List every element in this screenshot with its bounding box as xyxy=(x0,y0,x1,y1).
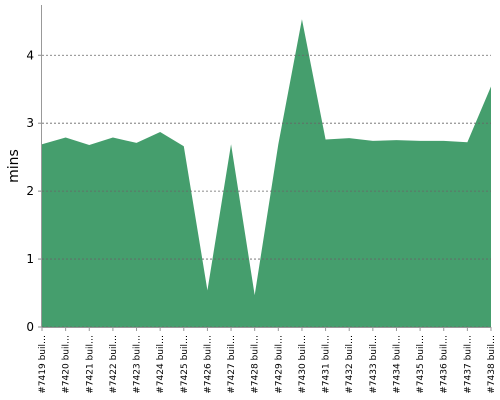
x-tick-label: #7429 buil… xyxy=(274,335,284,394)
y-tick-label: 3 xyxy=(26,116,34,130)
x-tick-label: #7435 buil… xyxy=(416,335,426,394)
area xyxy=(42,19,491,328)
x-tick-label: #7425 buil… xyxy=(180,335,190,394)
x-tick-label: #7428 buil… xyxy=(251,335,261,394)
x-tick-label: #7419 buil… xyxy=(38,335,48,394)
x-tick-label: #7426 buil… xyxy=(203,335,213,394)
x-tick-label: #7433 buil… xyxy=(369,335,379,394)
x-tick-label: #7427 buil… xyxy=(227,335,237,394)
x-tick-label: #7437 buil… xyxy=(463,335,473,394)
y-tick-label: 4 xyxy=(26,48,34,62)
y-tick-label: 0 xyxy=(26,320,34,334)
x-tick-label: #7430 buil… xyxy=(298,335,308,394)
x-tick-label: #7420 buil… xyxy=(62,335,72,394)
x-tick-label: #7421 buil… xyxy=(85,335,95,394)
y-axis-label: mins xyxy=(6,149,22,183)
y-tick-label: 1 xyxy=(26,252,34,266)
x-tick-label: #7422 buil… xyxy=(109,335,119,394)
x-tick-label: #7438 buil… xyxy=(487,335,497,394)
x-tick-label: #7423 buil… xyxy=(133,335,143,394)
x-tick-label: #7436 buil… xyxy=(440,335,450,394)
x-tick-label: #7434 buil… xyxy=(392,335,402,394)
x-tick-label: #7432 buil… xyxy=(345,335,355,394)
y-tick-label: 2 xyxy=(26,184,34,198)
x-tick-label: #7431 buil… xyxy=(322,335,332,394)
x-tick-label: #7424 buil… xyxy=(156,335,166,394)
